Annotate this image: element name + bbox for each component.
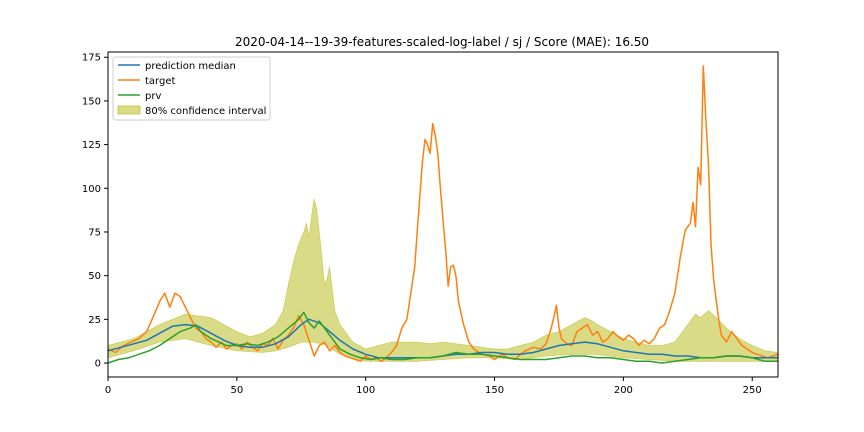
axes: 0 50 100 150 200 250 0 25 50 75 100 125 150 175 [82, 53, 762, 396]
x-tick-label: 50 [230, 385, 243, 396]
y-tick-label: 100 [82, 184, 101, 195]
legend-label-target: target [145, 76, 175, 87]
plot-frame [107, 51, 779, 378]
x-tick-label: 100 [356, 385, 375, 396]
y-tick-label: 150 [82, 96, 101, 107]
legend-label-prv: prv [145, 91, 161, 102]
y-tick-label: 50 [88, 271, 101, 282]
legend-swatch-confidence-interval [117, 105, 141, 115]
y-tick-label: 0 [95, 359, 101, 370]
chart-title: 2020-04-14--19-39-features-scaled-log-la… [235, 35, 649, 49]
x-tick-label: 0 [105, 385, 111, 396]
x-tick-label: 250 [743, 385, 762, 396]
legend-box [112, 56, 271, 121]
plot-area [107, 65, 779, 364]
y-tick-label: 175 [82, 53, 101, 64]
series-line-prv [107, 311, 778, 364]
x-tick-label: 150 [485, 385, 504, 396]
x-tick-label: 200 [614, 385, 633, 396]
legend: prediction median target prv 80% confide… [112, 56, 271, 121]
legend-label-confidence-interval: 80% confidence interval [145, 106, 266, 117]
y-tick-label: 75 [88, 227, 101, 238]
y-tick-label: 125 [82, 140, 101, 151]
legend-label-prediction-median: prediction median [145, 61, 236, 72]
series-line-target [107, 65, 779, 363]
confidence-interval-band [107, 198, 779, 362]
y-tick-label: 25 [88, 315, 101, 326]
